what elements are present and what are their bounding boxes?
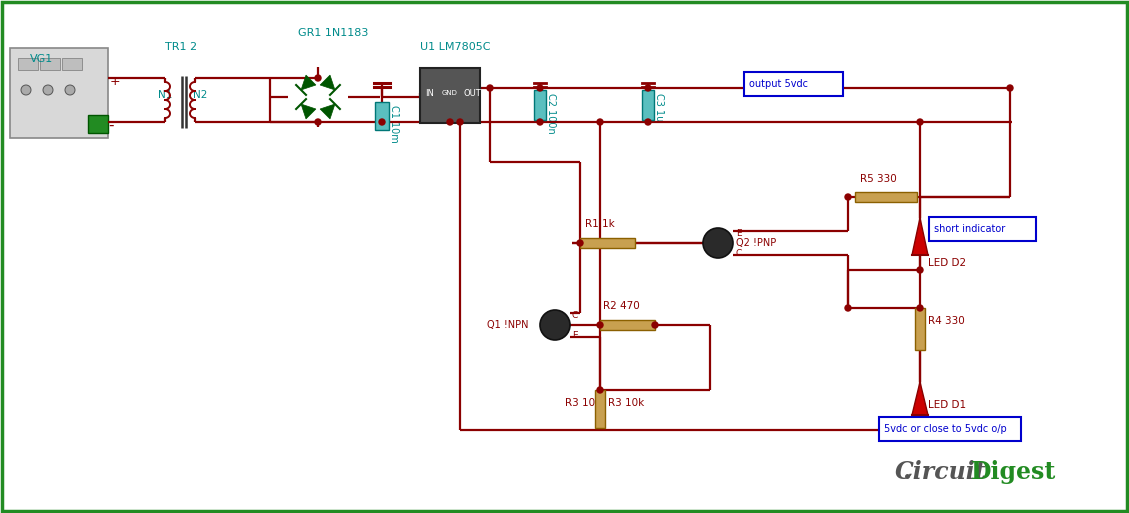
Text: OUT: OUT (463, 89, 481, 97)
Polygon shape (321, 75, 335, 90)
Circle shape (645, 85, 651, 91)
Text: +: + (110, 75, 121, 88)
Text: R3 10k: R3 10k (564, 398, 602, 408)
Polygon shape (912, 218, 928, 255)
Circle shape (487, 85, 493, 91)
Circle shape (21, 85, 30, 95)
Circle shape (379, 119, 385, 125)
Polygon shape (301, 75, 316, 90)
Text: output 5vdc: output 5vdc (749, 79, 808, 89)
Circle shape (577, 240, 583, 246)
Circle shape (917, 267, 924, 273)
Circle shape (447, 119, 453, 125)
Bar (642, 90, 654, 120)
Text: -: - (108, 118, 114, 133)
Text: C2 100n: C2 100n (546, 93, 555, 134)
Bar (40, 58, 60, 70)
Circle shape (917, 119, 924, 125)
Bar (855, 192, 917, 202)
Bar (595, 390, 605, 428)
Circle shape (537, 85, 543, 91)
Text: R3 10k: R3 10k (609, 398, 645, 408)
Circle shape (537, 119, 543, 125)
Text: E: E (736, 229, 742, 238)
Circle shape (65, 85, 75, 95)
Text: Q1 !NPN: Q1 !NPN (487, 320, 528, 330)
Bar (420, 68, 480, 123)
Text: C3 1u: C3 1u (654, 93, 664, 122)
Text: GND: GND (441, 90, 458, 96)
Bar (914, 308, 925, 350)
Circle shape (315, 75, 321, 81)
Polygon shape (912, 382, 928, 415)
Text: R1 1k: R1 1k (585, 219, 615, 229)
Polygon shape (321, 104, 335, 119)
Circle shape (1007, 85, 1013, 91)
Text: U1 LM7805C: U1 LM7805C (420, 42, 490, 52)
Circle shape (597, 119, 603, 125)
FancyBboxPatch shape (929, 217, 1036, 241)
Polygon shape (301, 104, 316, 119)
Text: N2: N2 (193, 90, 208, 100)
Text: VG1: VG1 (30, 54, 53, 64)
Circle shape (844, 305, 851, 311)
Text: C: C (736, 249, 742, 258)
Text: IN: IN (425, 89, 434, 97)
Circle shape (315, 119, 321, 125)
Text: N1: N1 (158, 90, 173, 100)
Text: LED D2: LED D2 (928, 258, 966, 268)
Text: LED D1: LED D1 (928, 400, 966, 410)
Bar (534, 90, 546, 120)
Circle shape (540, 310, 570, 340)
Bar (580, 238, 634, 248)
Circle shape (653, 322, 658, 328)
FancyBboxPatch shape (879, 417, 1021, 441)
Circle shape (917, 305, 924, 311)
Bar (62, 58, 82, 70)
Circle shape (703, 228, 733, 258)
Circle shape (597, 387, 603, 393)
Text: Q2 !PNP: Q2 !PNP (736, 238, 777, 248)
Circle shape (43, 85, 53, 95)
Circle shape (645, 119, 651, 125)
Bar (18, 58, 38, 70)
Text: E: E (572, 331, 578, 340)
Text: R2 470: R2 470 (603, 301, 640, 311)
Bar (375, 102, 390, 130)
Text: GR1 1N1183: GR1 1N1183 (298, 28, 368, 38)
Text: TR1 2: TR1 2 (165, 42, 198, 52)
Text: Digest: Digest (971, 460, 1057, 484)
FancyBboxPatch shape (744, 72, 843, 96)
Circle shape (457, 119, 463, 125)
Text: 5vdc or close to 5vdc o/p: 5vdc or close to 5vdc o/p (884, 424, 1007, 434)
Text: C1 10m: C1 10m (390, 105, 399, 143)
Text: C: C (572, 311, 578, 320)
Bar (88, 115, 108, 133)
Text: Circuit: Circuit (895, 460, 987, 484)
Text: R4 330: R4 330 (928, 316, 965, 326)
Bar (10, 48, 108, 138)
Text: R5 330: R5 330 (860, 174, 896, 184)
Circle shape (844, 194, 851, 200)
Text: short indicator: short indicator (934, 224, 1005, 234)
Circle shape (597, 322, 603, 328)
Bar (599, 320, 655, 330)
